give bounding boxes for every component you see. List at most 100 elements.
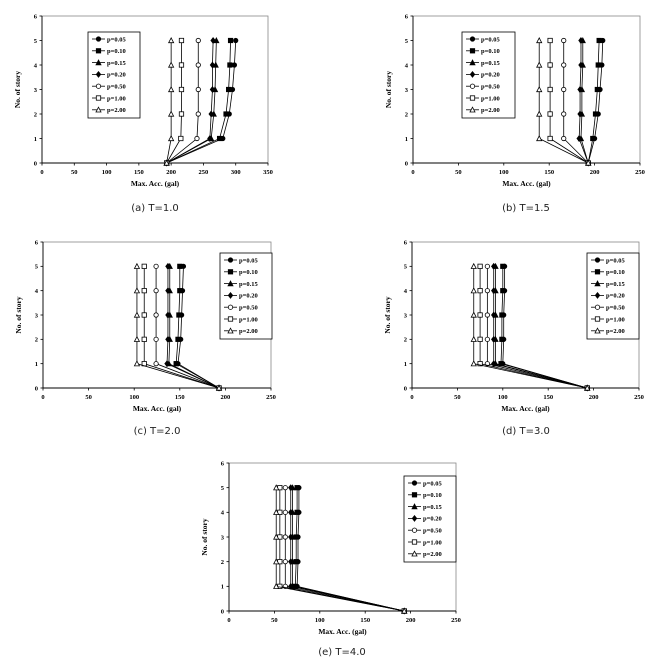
data-point-p=0.50 <box>484 336 490 342</box>
legend-label: p=0.15 <box>606 281 625 288</box>
data-point-p=0.20 <box>288 533 294 541</box>
y-tick-label: 4 <box>404 288 408 295</box>
data-point-p=0.20 <box>208 110 214 118</box>
legend-marker <box>411 480 418 486</box>
panel-caption: (b) T=1.5 <box>502 203 550 214</box>
legend-label: p=0.10 <box>606 269 625 276</box>
legend-label: p=0.15 <box>423 504 442 511</box>
data-point-p=2.00 <box>163 159 170 166</box>
data-point-p=2.00 <box>133 287 141 294</box>
x-tick-label: 100 <box>102 169 112 176</box>
legend-label: p=0.20 <box>107 72 126 79</box>
x-tick-label: 200 <box>589 394 599 401</box>
data-point-p=0.20 <box>165 335 171 343</box>
data-point-p=2.00 <box>167 61 175 68</box>
x-tick-label: 250 <box>451 617 461 624</box>
series-line-p=0.10 <box>587 40 600 164</box>
y-tick-label: 0 <box>34 160 37 167</box>
data-point-p=0.50 <box>282 559 288 565</box>
y-axis-title: No. of story <box>14 296 23 334</box>
y-tick-label: 4 <box>221 510 225 517</box>
series-line-p=0.15 <box>166 40 217 164</box>
data-point-p=0.10 <box>590 135 596 142</box>
data-point-p=2.00 <box>133 311 141 318</box>
legend: p=0.05 p=0.10 p=0.15 p=0.20 p=0.50 p=1.00 p=2.… <box>87 31 141 119</box>
x-axis-title: Max. Acc. (gal) <box>131 179 180 188</box>
y-axis-title: No. of story <box>13 71 22 109</box>
data-point-p=0.50 <box>153 361 159 367</box>
data-point-p=0.20 <box>578 37 584 44</box>
series-line-p=1.00 <box>279 487 405 612</box>
data-point-p=0.50 <box>561 37 567 44</box>
legend-label: p=0.50 <box>481 84 500 91</box>
y-tick-label: 3 <box>34 87 38 94</box>
data-point-p=0.50 <box>561 111 567 117</box>
legend-marker <box>594 257 601 263</box>
data-point-p=1.00 <box>141 312 147 318</box>
y-tick-label: 2 <box>35 337 38 344</box>
legend-label: p=0.50 <box>606 305 625 312</box>
legend-label: p=2.00 <box>107 107 126 114</box>
data-point-p=0.10 <box>294 509 300 515</box>
data-point-p=0.50 <box>561 62 567 68</box>
chart-panel-3: 0 50 100 150 200 250 0 1 2 3 4 5 6 Max. Acc. (gal) No.… <box>14 239 276 437</box>
x-tick-label: 200 <box>221 394 231 401</box>
data-point-p=0.20 <box>577 110 583 118</box>
y-tick-label: 1 <box>221 584 224 591</box>
y-tick-label: 3 <box>404 312 408 319</box>
plot-area-frame <box>412 15 641 164</box>
data-point-p=1.00 <box>547 86 553 93</box>
legend-label: p=0.50 <box>107 84 126 91</box>
y-tick-label: 2 <box>405 111 408 118</box>
legend-marker <box>411 527 418 533</box>
x-tick-label: 150 <box>360 617 370 624</box>
data-point-p=0.10 <box>595 62 601 68</box>
x-tick-label: 300 <box>231 169 241 176</box>
series-line-p=0.05 <box>587 40 604 164</box>
legend-marker <box>227 304 234 310</box>
data-point-p=0.20 <box>164 360 170 368</box>
legend-marker <box>95 36 102 42</box>
data-point-p=0.10 <box>499 336 505 342</box>
legend-marker <box>411 550 418 557</box>
data-point-p=0.20 <box>288 508 294 516</box>
y-tick-label: 0 <box>404 385 407 392</box>
panel-caption: (a) T=1.0 <box>131 203 179 214</box>
data-point-p=2.00 <box>470 360 477 367</box>
legend-label: p=0.05 <box>481 36 500 43</box>
x-tick-label: 250 <box>266 394 276 401</box>
data-point-p=1.00 <box>477 361 483 367</box>
data-point-p=0.05 <box>233 37 239 44</box>
legend-label: p=0.15 <box>481 60 500 67</box>
data-point-p=0.10 <box>294 485 300 491</box>
legend-marker <box>594 269 601 275</box>
x-tick-label: 100 <box>499 169 509 176</box>
legend-label: p=1.00 <box>107 95 126 102</box>
data-point-p=0.50 <box>282 509 288 515</box>
legend-label: p=0.10 <box>423 492 442 499</box>
y-tick-label: 3 <box>35 312 39 319</box>
data-point-p=2.00 <box>470 335 477 342</box>
y-axis-title: No. of story <box>200 518 209 556</box>
data-point-p=2.00 <box>273 558 280 565</box>
legend-label: p=1.00 <box>423 539 442 546</box>
data-point-p=2.00 <box>133 262 141 269</box>
data-point-p=0.10 <box>173 361 179 367</box>
y-tick-label: 5 <box>404 264 408 271</box>
y-tick-label: 6 <box>221 460 225 467</box>
y-tick-label: 5 <box>34 38 38 45</box>
panel-caption: (d) T=3.0 <box>502 426 550 437</box>
y-tick-label: 6 <box>35 239 39 246</box>
legend-label: p=0.05 <box>423 480 442 487</box>
series-line-p=0.20 <box>578 40 589 164</box>
data-point-p=0.20 <box>576 135 582 142</box>
x-axis-title: Max. Acc. (gal) <box>318 627 367 636</box>
legend-marker <box>95 48 102 54</box>
y-tick-label: 0 <box>221 608 224 615</box>
legend: p=0.05 p=0.10 p=0.15 p=0.20 p=0.50 p=1.00 p=2.… <box>219 252 273 340</box>
legend-marker <box>95 70 102 78</box>
legend-label: p=0.10 <box>481 48 500 55</box>
legend-label: p=0.20 <box>481 72 500 79</box>
data-point-p=1.00 <box>178 135 184 142</box>
series-line-p=0.05 <box>166 40 237 164</box>
